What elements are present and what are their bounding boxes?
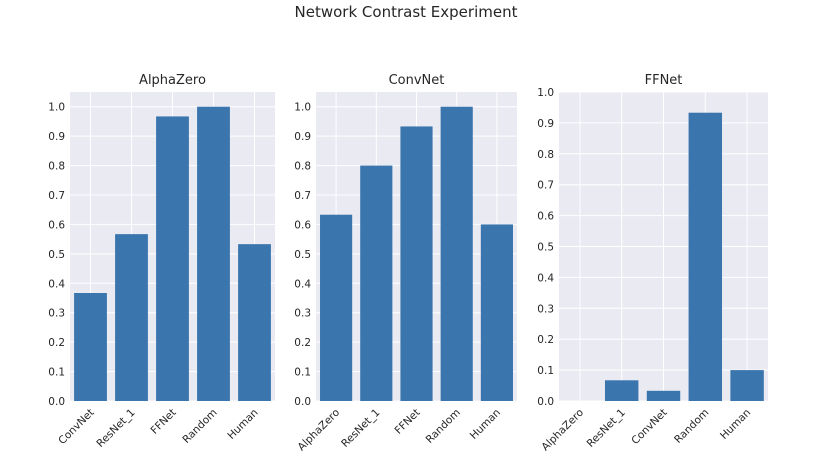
y-tick-label: 0.6: [294, 219, 311, 231]
y-tick-label: 0.2: [294, 337, 311, 349]
y-tick-label: 0.8: [294, 161, 311, 173]
bar-ffnet: [156, 116, 189, 401]
x-tick-label: Random: [424, 407, 463, 446]
y-tick-label: 1.0: [537, 87, 554, 99]
y-tick-label: 0.4: [294, 278, 311, 290]
y-tick-label: 0.3: [294, 308, 311, 320]
x-tick-label: Human: [468, 407, 503, 442]
y-tick-label: 0.9: [537, 118, 554, 130]
y-tick-label: 0.1: [537, 365, 554, 377]
y-tick-label: 0.6: [48, 219, 65, 231]
y-tick-label: 0.1: [294, 367, 311, 379]
subplot-title: FFNet: [645, 73, 683, 88]
x-tick-label: FFNet: [393, 407, 423, 437]
x-tick-label: ConvNet: [56, 407, 96, 447]
x-tick-label: ConvNet: [629, 407, 669, 447]
bar-convnet: [74, 292, 107, 401]
y-tick-label: 0.7: [294, 190, 311, 202]
bar-human: [730, 370, 764, 401]
subplot-convnet: 0.0 0.1 0.2 0.3 0.4 0.5 0.6 0.7 0.8 0.9 1.0 AlphaZe…: [294, 73, 517, 453]
y-tick-label: 0.0: [294, 396, 311, 408]
y-tick-label: 0.0: [537, 396, 554, 408]
x-tick-label: FFNet: [149, 407, 179, 437]
bar-resnet-1: [115, 234, 148, 401]
y-tick-label: 0.6: [537, 211, 554, 223]
y-tick-label: 0.4: [48, 278, 65, 290]
subplot-alphazero: 0.0 0.1 0.2 0.3 0.4 0.5 0.6 0.7 0.8 0.9 1.0 ConvNet…: [48, 73, 275, 450]
y-tick-label: 1.0: [48, 102, 65, 114]
y-tick-label: 0.3: [537, 303, 554, 315]
y-tick-label: 0.7: [48, 190, 65, 202]
x-tick-label: ResNet_1: [585, 407, 628, 450]
figure-title: Network Contrast Experiment: [295, 3, 518, 21]
y-tick-label: 0.2: [48, 337, 65, 349]
y-tick-label: 0.7: [537, 180, 554, 192]
y-tick-label: 0.5: [294, 249, 311, 261]
x-tick-label: ResNet_1: [339, 407, 382, 450]
x-tick-label: Random: [672, 407, 711, 446]
y-tick-label: 0.9: [48, 131, 65, 143]
x-tick-label: Random: [180, 407, 219, 446]
bar-human: [238, 244, 271, 401]
x-tick-label: Human: [718, 407, 753, 442]
y-tick-label: 0.4: [537, 272, 554, 284]
subplot-title: AlphaZero: [139, 73, 206, 88]
y-tick-label: 0.8: [48, 161, 65, 173]
y-tick-label: 0.2: [537, 334, 554, 346]
x-tick-label: ResNet_1: [94, 407, 137, 450]
x-tick-label: Human: [225, 407, 260, 442]
y-tick-label: 1.0: [294, 102, 311, 114]
bar-resnet-1: [360, 165, 393, 401]
bar-ffnet: [400, 126, 433, 401]
bar-random: [688, 112, 723, 401]
x-tick-label: AlphaZero: [296, 407, 343, 454]
y-tick-label: 0.1: [48, 367, 65, 379]
bar-random: [197, 106, 230, 401]
subplot-ffnet: 0.0 0.1 0.2 0.3 0.4 0.5 0.6 0.7 0.8 0.9 1.0 AlphaZe…: [537, 73, 768, 453]
y-tick-label: 0.5: [48, 249, 65, 261]
bar-alphazero: [320, 214, 353, 401]
y-tick-label: 0.9: [294, 131, 311, 143]
y-tick-label: 0.3: [48, 308, 65, 320]
bar-human: [480, 224, 513, 401]
bar-random: [440, 106, 473, 401]
bar-convnet: [646, 390, 681, 401]
y-tick-label: 0.5: [537, 242, 554, 254]
x-tick-label: AlphaZero: [539, 407, 586, 454]
bar-resnet-1: [604, 380, 639, 401]
y-tick-label: 0.8: [537, 149, 554, 161]
y-tick-label: 0.0: [48, 396, 65, 408]
subplot-title: ConvNet: [389, 73, 445, 88]
